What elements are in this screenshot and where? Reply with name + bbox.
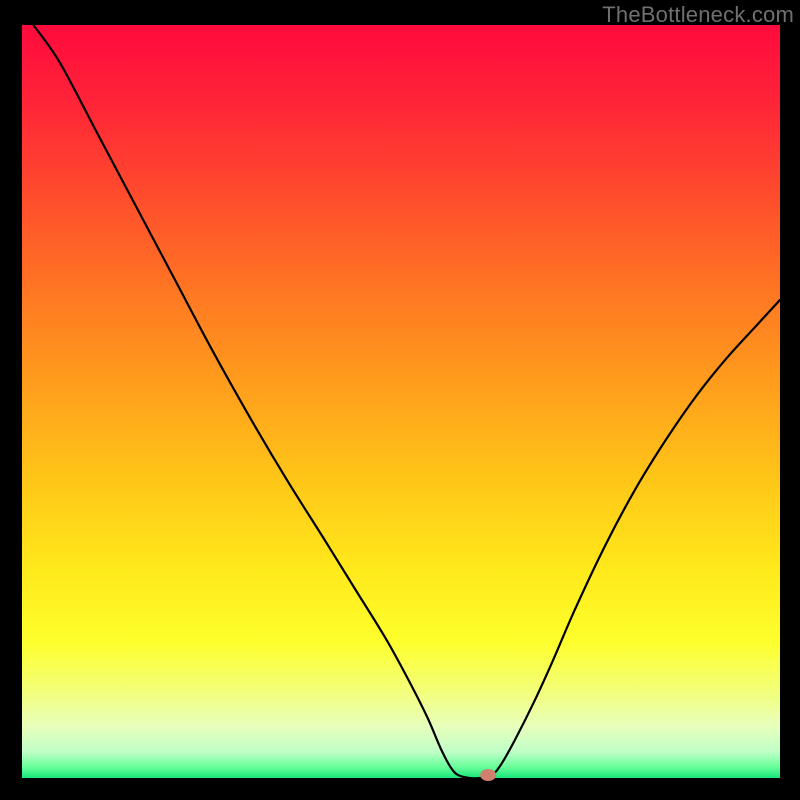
- optimal-marker: [480, 769, 496, 781]
- bottleneck-chart: [0, 0, 800, 800]
- watermark-text: TheBottleneck.com: [602, 2, 794, 28]
